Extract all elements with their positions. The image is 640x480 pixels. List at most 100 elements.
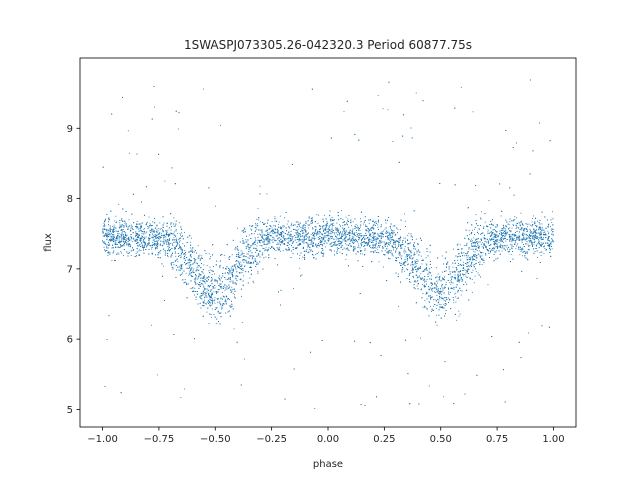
data-point <box>478 245 480 247</box>
data-point <box>465 272 467 274</box>
data-point <box>366 243 368 245</box>
data-point <box>467 268 469 270</box>
data-point <box>416 277 418 279</box>
data-point <box>172 267 174 269</box>
data-point <box>478 253 480 255</box>
data-point <box>403 263 405 265</box>
data-point <box>352 228 354 230</box>
data-point <box>161 235 163 237</box>
data-point <box>472 111 474 113</box>
data-point <box>481 255 483 257</box>
data-point <box>403 261 405 263</box>
data-point <box>524 257 526 259</box>
data-point <box>478 241 479 243</box>
data-point <box>460 270 461 272</box>
data-point <box>367 243 369 245</box>
data-point <box>184 279 186 280</box>
data-point <box>335 227 336 229</box>
data-point <box>273 237 275 239</box>
data-point <box>225 278 227 280</box>
data-point <box>124 236 126 238</box>
data-point <box>372 245 374 247</box>
data-point <box>172 268 174 270</box>
data-point <box>315 229 317 231</box>
data-point <box>456 319 458 321</box>
data-point <box>122 237 124 239</box>
data-point <box>469 256 471 258</box>
data-point <box>180 257 182 259</box>
data-point <box>474 275 476 277</box>
data-point <box>148 241 150 243</box>
data-point <box>345 239 347 241</box>
data-point <box>287 233 289 235</box>
data-point <box>392 236 393 238</box>
data-point <box>349 236 351 238</box>
data-point <box>405 268 407 270</box>
data-point <box>126 242 128 244</box>
data-point <box>469 266 471 268</box>
data-point <box>453 248 454 250</box>
data-point <box>343 231 345 233</box>
data-point <box>539 240 541 242</box>
data-point <box>480 217 482 219</box>
data-point <box>122 229 124 230</box>
data-point <box>163 239 165 241</box>
data-point <box>437 291 439 293</box>
data-point <box>368 222 370 224</box>
data-point <box>483 226 485 228</box>
data-point <box>284 237 286 239</box>
data-point <box>282 250 284 251</box>
data-point <box>308 217 310 219</box>
data-point <box>257 263 259 265</box>
data-point <box>232 288 234 290</box>
data-point <box>405 237 406 239</box>
data-point <box>436 295 438 296</box>
data-point <box>348 250 350 251</box>
data-point <box>495 243 497 245</box>
data-point <box>405 240 407 242</box>
data-point <box>240 257 242 258</box>
data-point <box>458 310 460 312</box>
data-point <box>221 307 223 309</box>
data-point <box>234 264 236 266</box>
data-point <box>343 230 345 232</box>
data-point <box>266 241 268 243</box>
data-point <box>395 251 396 253</box>
data-point <box>115 222 117 224</box>
data-point <box>279 233 280 235</box>
data-point <box>171 242 173 244</box>
data-point <box>423 278 425 280</box>
data-point <box>103 246 105 248</box>
data-point <box>331 227 333 229</box>
data-point <box>274 216 276 218</box>
data-point <box>165 250 166 252</box>
data-point <box>118 203 120 205</box>
data-point <box>306 236 308 238</box>
data-point <box>103 242 105 244</box>
data-point <box>178 266 180 268</box>
data-point <box>144 244 146 246</box>
data-point <box>302 256 304 258</box>
data-point <box>188 273 190 275</box>
data-point <box>212 286 214 288</box>
data-point <box>106 250 108 251</box>
data-point <box>471 291 473 293</box>
data-point <box>470 241 472 242</box>
data-point <box>312 238 314 240</box>
data-point <box>436 282 438 284</box>
data-point <box>363 223 365 225</box>
data-point <box>502 241 504 243</box>
data-point <box>259 245 261 247</box>
data-point <box>325 225 327 227</box>
data-point <box>399 255 401 256</box>
data-point <box>261 235 263 237</box>
data-point <box>404 248 406 250</box>
data-point <box>416 252 418 254</box>
data-point <box>330 249 332 251</box>
data-point <box>528 223 530 225</box>
data-point <box>333 241 334 243</box>
data-point <box>334 219 335 221</box>
data-point <box>109 239 111 241</box>
data-point <box>390 250 392 252</box>
data-point <box>485 238 487 240</box>
